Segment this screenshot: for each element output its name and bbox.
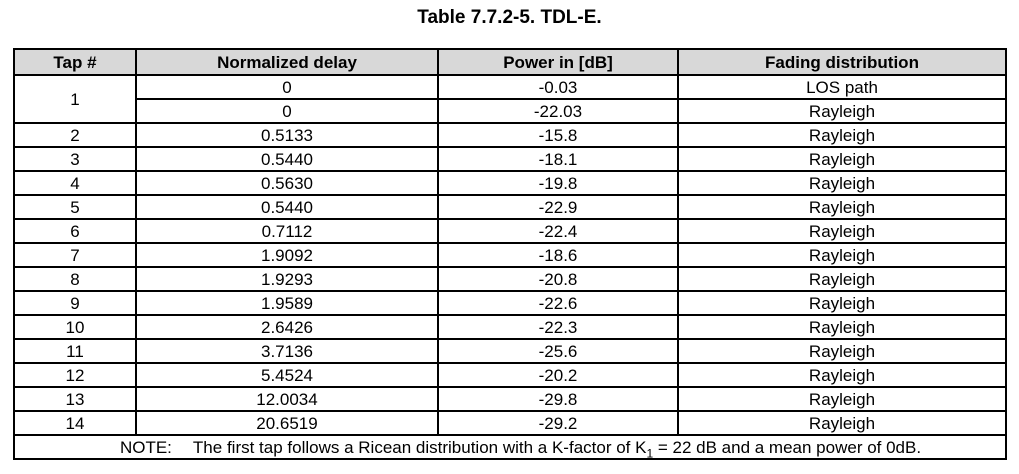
cell-power: -18.6 — [437, 242, 679, 268]
cell-fading: Rayleigh — [677, 266, 1007, 292]
cell-delay: 0.7112 — [135, 218, 439, 244]
table-row: 12 5.4524 -20.2 Rayleigh — [13, 362, 1007, 388]
cell-power: -22.3 — [437, 314, 679, 340]
header-fading: Fading distribution — [677, 48, 1007, 76]
table-row: 5 0.5440 -22.9 Rayleigh — [13, 194, 1007, 220]
table-row: 3 0.5440 -18.1 Rayleigh — [13, 146, 1007, 172]
cell-delay: 0 — [135, 74, 439, 100]
cell-tap: 9 — [13, 290, 137, 316]
note-cell: NOTE: The first tap follows a Ricean dist… — [13, 434, 1007, 460]
table-row: 1 0 -0.03 LOS path — [13, 74, 1007, 124]
header-power: Power in [dB] — [437, 48, 679, 76]
header-row: Tap # Normalized delay Power in [dB] Fad… — [13, 48, 1007, 76]
header-delay: Normalized delay — [135, 48, 439, 76]
cell-power: -22.9 — [437, 194, 679, 220]
cell-tap: 8 — [13, 266, 137, 292]
cell-delay: 0.5630 — [135, 170, 439, 196]
cell-tap: 11 — [13, 338, 137, 364]
cell-power: -19.8 — [437, 170, 679, 196]
cell-tap: 10 — [13, 314, 137, 340]
cell-tap: 12 — [13, 362, 137, 388]
cell-tap: 13 — [13, 386, 137, 412]
cell-tap: 6 — [13, 218, 137, 244]
cell-delay: 1.9092 — [135, 242, 439, 268]
table-row: 6 0.7112 -22.4 Rayleigh — [13, 218, 1007, 244]
table-caption: Table 7.7.2-5. TDL-E. — [417, 7, 602, 28]
cell-fading: Rayleigh — [677, 362, 1007, 388]
cell-delay: 5.4524 — [135, 362, 439, 388]
cell-delay: 12.0034 — [135, 386, 439, 412]
table-row: 8 1.9293 -20.8 Rayleigh — [13, 266, 1007, 292]
table-row: 9 1.9589 -22.6 Rayleigh — [13, 290, 1007, 316]
cell-delay: 3.7136 — [135, 338, 439, 364]
note-row: NOTE: The first tap follows a Ricean dist… — [13, 434, 1007, 460]
cell-power: -0.03 — [437, 74, 679, 100]
cell-power: -22.03 — [437, 98, 679, 124]
cell-fading: Rayleigh — [677, 338, 1007, 364]
cell-delay: 1.9293 — [135, 266, 439, 292]
cell-power: -22.6 — [437, 290, 679, 316]
cell-fading: LOS path — [677, 74, 1007, 100]
cell-tap: 3 — [13, 146, 137, 172]
cell-power: -29.8 — [437, 386, 679, 412]
table-row: 14 20.6519 -29.2 Rayleigh — [13, 410, 1007, 436]
cell-power: -18.1 — [437, 146, 679, 172]
cell-power: -25.6 — [437, 338, 679, 364]
cell-fading: Rayleigh — [677, 242, 1007, 268]
cell-delay: 0 — [135, 98, 439, 124]
cell-tap: 4 — [13, 170, 137, 196]
header-tap: Tap # — [13, 48, 137, 76]
cell-fading: Rayleigh — [677, 386, 1007, 412]
cell-delay: 20.6519 — [135, 410, 439, 436]
note-subscript: 1 — [646, 445, 654, 459]
cell-fading: Rayleigh — [677, 290, 1007, 316]
cell-tap: 5 — [13, 194, 137, 220]
table-row: 11 3.7136 -25.6 Rayleigh — [13, 338, 1007, 364]
table-row: 4 0.5630 -19.8 Rayleigh — [13, 170, 1007, 196]
tdl-e-table: Tap # Normalized delay Power in [dB] Fad… — [13, 48, 1007, 460]
table-row: 10 2.6426 -22.3 Rayleigh — [13, 314, 1007, 340]
cell-fading: Rayleigh — [677, 146, 1007, 172]
cell-fading: Rayleigh — [677, 122, 1007, 148]
cell-delay: 0.5440 — [135, 194, 439, 220]
cell-fading: Rayleigh — [677, 314, 1007, 340]
cell-tap: 7 — [13, 242, 137, 268]
cell-delay: 1.9589 — [135, 290, 439, 316]
cell-delay: 0.5133 — [135, 122, 439, 148]
cell-delay: 0.5440 — [135, 146, 439, 172]
note-label: NOTE: — [119, 437, 172, 457]
cell-power: -22.4 — [437, 218, 679, 244]
table-row: 0 -22.03 Rayleigh — [14, 98, 1007, 124]
cell-power: -29.2 — [437, 410, 679, 436]
cell-power: -20.8 — [437, 266, 679, 292]
cell-fading: Rayleigh — [677, 218, 1007, 244]
cell-power: -15.8 — [437, 122, 679, 148]
cell-power: -20.2 — [437, 362, 679, 388]
cell-tap: 1 — [13, 74, 137, 124]
note-text-after: = 22 dB and a mean power of 0dB. — [653, 437, 922, 457]
cell-fading: Rayleigh — [677, 170, 1007, 196]
cell-fading: Rayleigh — [677, 410, 1007, 436]
table-row: 2 0.5133 -15.8 Rayleigh — [13, 122, 1007, 148]
note-text-before: The first tap follows a Ricean distribut… — [192, 437, 647, 457]
cell-delay: 2.6426 — [135, 314, 439, 340]
cell-tap: 2 — [13, 122, 137, 148]
table-row: 13 12.0034 -29.8 Rayleigh — [13, 386, 1007, 412]
cell-fading: Rayleigh — [677, 98, 1007, 124]
cell-tap: 14 — [13, 410, 137, 436]
table-row: 7 1.9092 -18.6 Rayleigh — [13, 242, 1007, 268]
cell-fading: Rayleigh — [677, 194, 1007, 220]
